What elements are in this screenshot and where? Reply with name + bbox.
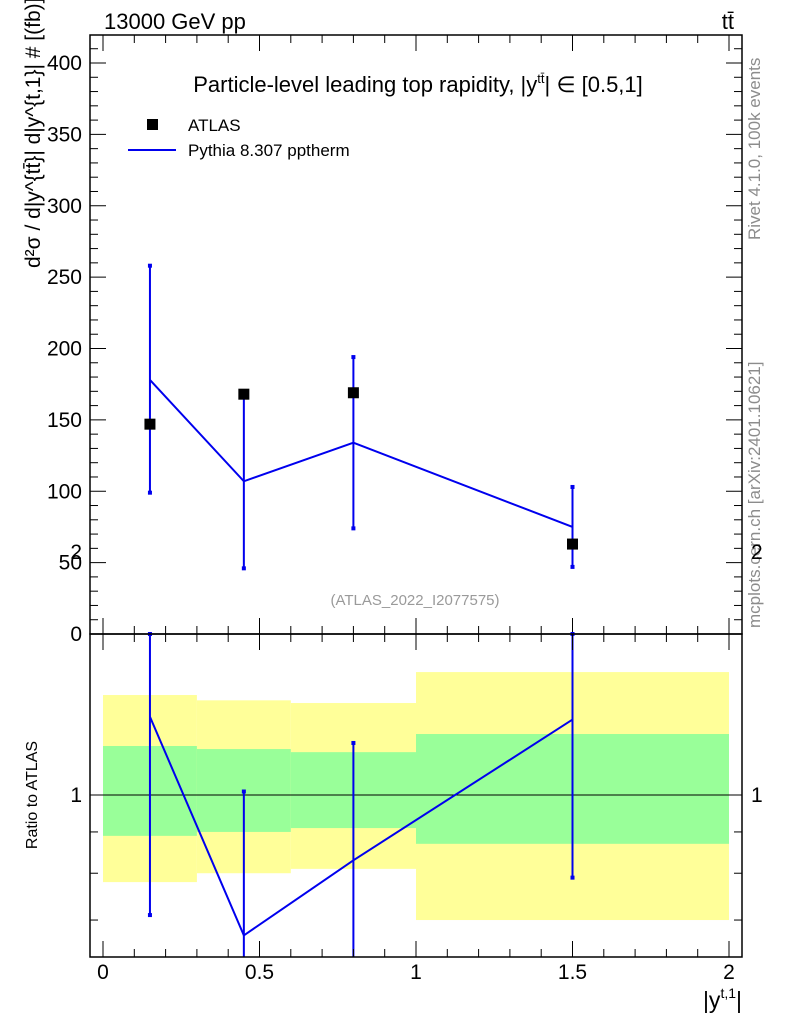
x-tick-label: 2 (723, 961, 735, 984)
mc-line (149, 379, 573, 528)
ratio-y-tick-label: 2 (70, 541, 82, 564)
mcplots-label: mcplots.cern.ch [arXiv:2401.10621] (745, 362, 764, 628)
x-axis-title: |yt,1| (703, 985, 742, 1013)
y-tick-label: 50 (59, 552, 82, 575)
legend: ATLAS Pythia 8.307 pptherm (128, 116, 350, 160)
y-tick-label: 150 (47, 409, 82, 432)
legend-data-marker (147, 119, 158, 130)
mc-error-cap (570, 484, 575, 489)
y-tick-label: 350 (47, 123, 82, 146)
ratio-mc-line (149, 716, 574, 937)
y-tick-label: 0 (70, 623, 82, 646)
rivet-version-label: Rivet 4.1.0, 100k events (745, 58, 764, 240)
mc-error-cap (570, 564, 575, 569)
x-tick-label: 1.5 (558, 961, 587, 984)
ratio-error-cap (351, 740, 356, 745)
ratio-y-tick-label-right: 1 (751, 784, 763, 807)
main-y-axis-title: d²σ / d|y^{tt̄}| d|y^{t,1}| # [(fb)] (22, 0, 45, 268)
ratio-error-cap (147, 913, 152, 918)
energy-label: 13000 GeV pp (104, 9, 246, 34)
ratio-panel: 0.50.5112200.511.52 Ratio to ATLAS |yt,1… (24, 541, 763, 1013)
atlas-data-point (238, 388, 250, 400)
mc-error-cap (147, 263, 152, 268)
atlas-data-point (567, 538, 578, 550)
ratio-y-tick-label: 1 (70, 784, 82, 807)
y-tick-label: 200 (47, 338, 82, 361)
process-label: tt̄ (722, 9, 734, 34)
legend-mc-label: Pythia 8.307 pptherm (188, 141, 350, 160)
ratio-error-cap (241, 789, 246, 794)
x-tick-label: 1 (410, 961, 422, 984)
atlas-data-point (144, 418, 156, 430)
mc-error-cap (241, 566, 246, 571)
x-tick-label: 0 (97, 961, 109, 984)
main-title: Particle-level leading top rapidity, |yt… (193, 71, 643, 97)
ratio-y-axis-title: Ratio to ATLAS (24, 741, 41, 849)
ratio-error-cap (570, 875, 575, 880)
mc-error-cap (351, 355, 356, 360)
mc-error-cap (147, 490, 152, 495)
atlas-data-point (347, 387, 359, 399)
legend-data-label: ATLAS (188, 116, 241, 135)
mc-error-cap (351, 526, 356, 531)
y-tick-label: 400 (47, 52, 82, 75)
y-tick-label: 300 (47, 195, 82, 218)
x-tick-label: 0.5 (245, 961, 274, 984)
y-tick-label: 250 (47, 266, 82, 289)
ratio-y-tick-label-right: 2 (751, 541, 763, 564)
y-tick-label: 100 (47, 480, 82, 503)
analysis-watermark: (ATLAS_2022_I2077575) (330, 592, 499, 609)
main-panel: 0 50 100 150 200 250 300 350 400 Particle-level … (22, 0, 743, 646)
